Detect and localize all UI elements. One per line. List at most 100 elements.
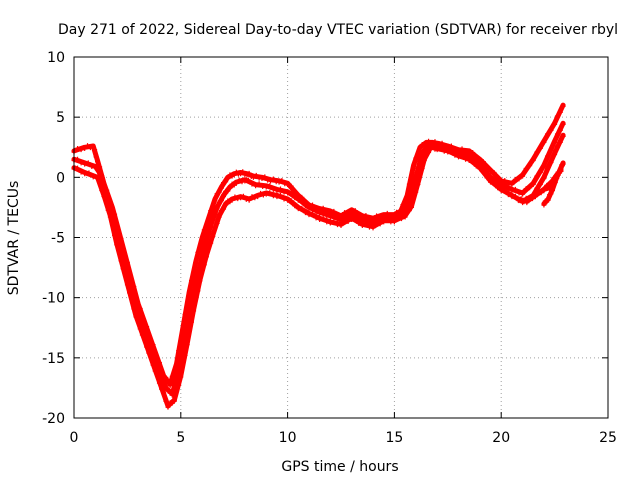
data-point [417,171,423,177]
data-point [243,196,249,202]
data-point [240,169,246,175]
data-point [370,225,376,231]
data-point [201,245,207,251]
data-point [246,197,252,203]
data-point [534,173,540,179]
data-point [82,171,88,177]
data-point [188,319,194,325]
data-point [459,153,465,159]
data-point [352,211,358,217]
data-point [103,198,109,204]
data-point [131,306,137,312]
data-point [356,220,362,226]
data-point [186,290,192,296]
data-point [502,178,508,184]
data-point [524,200,530,206]
data-point [548,159,554,165]
data-point [184,342,190,348]
data-point [214,220,220,226]
data-point [310,211,316,217]
data-point [239,179,245,185]
data-point [302,203,308,209]
data-point [180,361,186,367]
data-point [549,179,555,185]
data-point [270,186,276,192]
data-point [227,185,233,191]
data-point [201,262,207,268]
data-point [495,185,501,191]
data-point [537,170,543,176]
data-point [159,372,165,378]
data-point [267,190,273,196]
data-point [338,222,344,228]
data-point [541,139,547,145]
data-point [107,214,113,220]
data-point [94,166,100,172]
x-tick-label: 0 [70,430,79,446]
data-point [242,178,248,184]
data-point [281,196,287,202]
data-point [231,172,237,178]
data-point [317,216,323,222]
data-point [206,245,212,251]
data-point [176,382,182,388]
data-point [99,188,105,194]
data-point [455,154,461,160]
data-point [331,213,337,219]
data-point [225,176,231,182]
data-point [238,195,244,201]
data-point [141,336,147,342]
data-point [225,188,231,194]
data-point [557,109,563,115]
data-point [527,185,533,191]
data-point [434,147,440,153]
data-point [89,164,95,169]
data-point [541,202,547,208]
data-point [549,188,555,194]
data-point [331,218,337,224]
data-point [509,188,515,194]
data-point [186,328,192,334]
data-point [135,318,141,324]
data-point [167,383,173,389]
data-point [488,168,494,174]
data-point [545,197,551,203]
data-point [94,159,100,165]
data-point [426,149,432,155]
data-point [253,172,259,178]
data-point [334,222,340,228]
data-point [448,148,454,154]
data-point [320,209,326,215]
data-point [274,194,280,200]
data-point [544,153,550,159]
data-point [127,290,133,296]
data-point [260,192,266,198]
data-point [216,214,222,220]
data-point [306,212,312,218]
data-point [199,267,205,273]
data-point [86,170,92,176]
data-point [419,151,425,157]
data-point [421,157,427,163]
data-point [292,195,298,201]
data-point [250,174,256,180]
data-point [159,386,165,392]
data-point [270,176,276,182]
data-point [288,198,294,204]
data-point [212,212,218,218]
data-point [520,173,526,179]
data-point [313,215,319,221]
data-point [374,216,380,222]
data-point [144,344,150,350]
data-point [146,336,152,342]
data-point [292,203,298,209]
series-track-3 [71,132,566,410]
data-point [165,404,171,410]
data-point [218,185,224,191]
data-point [253,183,259,189]
data-point [534,185,540,191]
data-point [235,196,241,202]
data-point [203,254,209,260]
data-point [118,258,124,264]
